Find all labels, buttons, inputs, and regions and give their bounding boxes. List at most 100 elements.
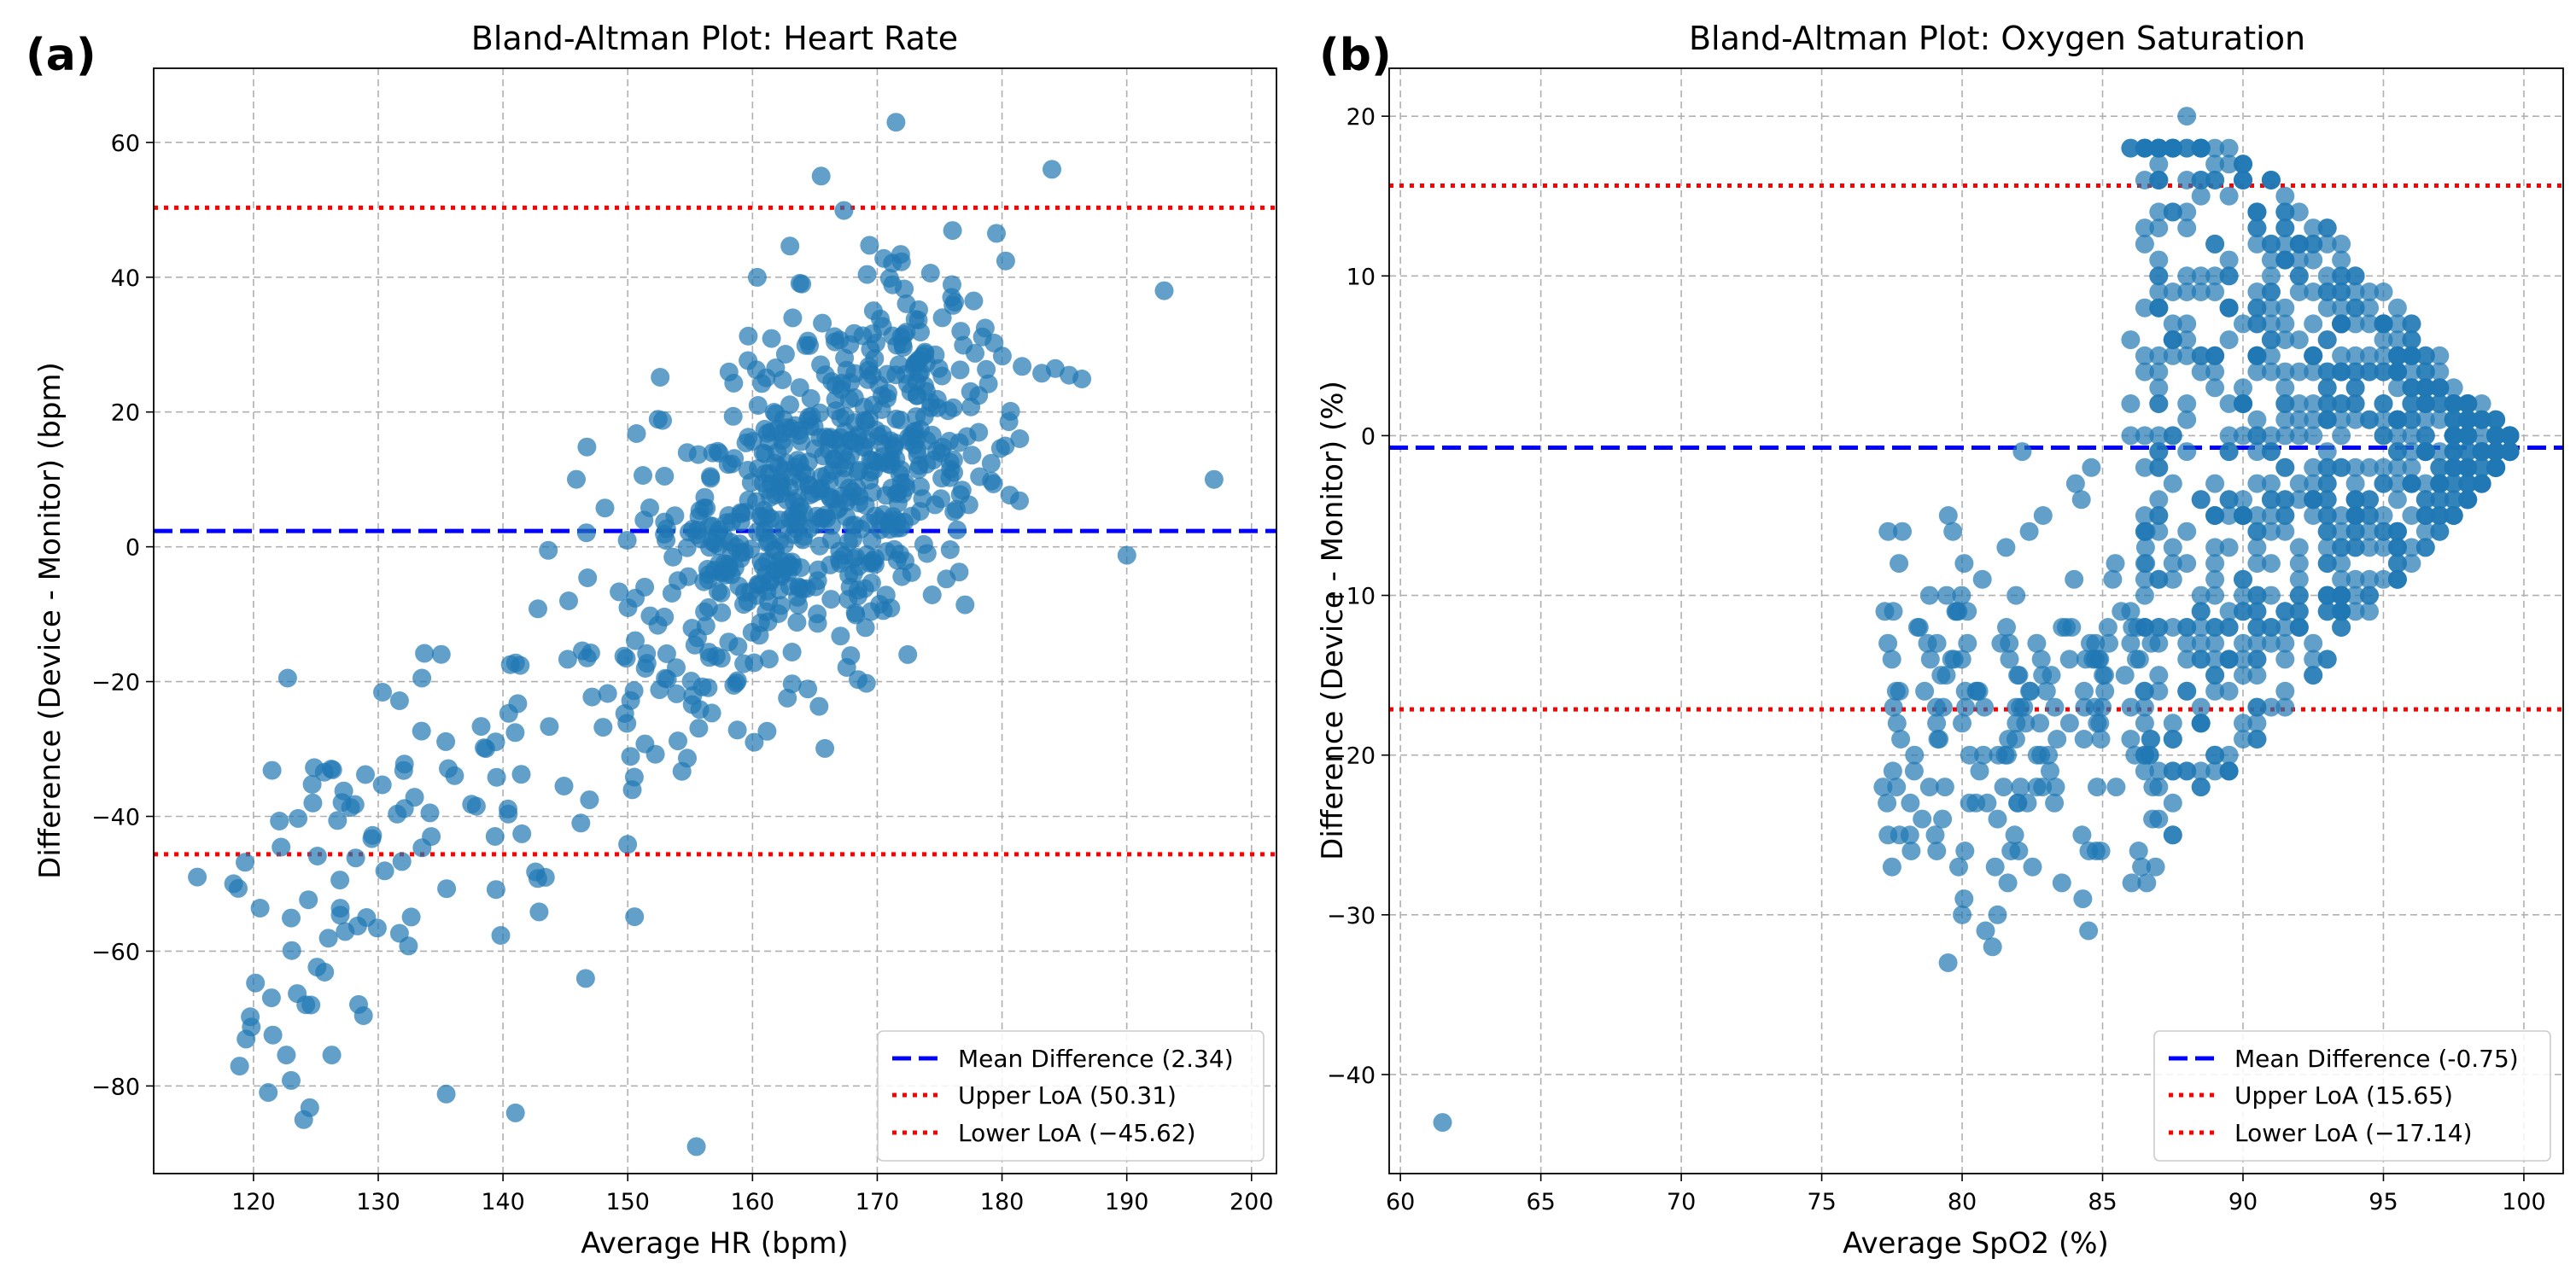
data-point	[2275, 250, 2295, 270]
data-point	[2345, 474, 2365, 493]
data-point	[2261, 330, 2281, 350]
data-point	[2177, 761, 2197, 781]
data-point	[692, 677, 712, 696]
data-point	[2143, 778, 2163, 797]
data-point	[2135, 362, 2154, 382]
data-point	[2177, 330, 2197, 350]
data-point	[277, 1046, 296, 1065]
data-point	[2304, 234, 2323, 253]
data-point	[2275, 521, 2295, 541]
y-tick-label: 0	[1361, 423, 1376, 450]
data-point	[771, 470, 791, 490]
data-point	[878, 388, 897, 408]
data-point	[401, 907, 421, 927]
data-point	[263, 1025, 283, 1045]
data-point	[2135, 426, 2154, 446]
data-point	[2088, 778, 2106, 797]
data-point	[2430, 410, 2450, 429]
data-point	[2317, 283, 2337, 301]
data-point	[1905, 745, 1925, 765]
data-point	[499, 804, 518, 824]
y-axis-label-oxygen-saturation: Difference (Device - Monitor) (%)	[1316, 381, 1350, 860]
data-point	[2332, 602, 2351, 621]
data-point	[2317, 298, 2337, 318]
data-point	[2247, 666, 2267, 685]
data-point	[2219, 761, 2239, 781]
data-point	[2289, 569, 2309, 589]
data-point	[2415, 378, 2435, 398]
data-point	[2289, 410, 2309, 429]
data-point	[2332, 618, 2351, 637]
x-tick-label: 170	[856, 1189, 900, 1215]
data-point	[2247, 426, 2267, 446]
data-point	[746, 360, 766, 380]
data-point	[595, 498, 615, 518]
data-point	[2247, 714, 2267, 733]
data-point	[2374, 394, 2393, 413]
data-point	[2135, 745, 2154, 765]
data-point	[799, 407, 819, 427]
data-point	[626, 631, 645, 650]
data-point	[511, 765, 531, 784]
data-point	[2458, 410, 2478, 429]
data-point	[844, 529, 862, 549]
y-tick-label: −30	[1327, 903, 1376, 929]
data-point	[951, 322, 971, 341]
data-point	[307, 958, 327, 977]
data-point	[282, 1070, 301, 1090]
data-point	[2275, 314, 2295, 334]
data-point	[964, 291, 984, 311]
data-point	[2137, 873, 2157, 893]
data-point	[2149, 266, 2169, 286]
y-tick-label: −40	[1327, 1063, 1376, 1089]
data-point	[2177, 346, 2197, 365]
data-point	[277, 668, 297, 688]
data-point	[809, 560, 828, 580]
data-point	[2317, 474, 2337, 493]
data-point	[2095, 681, 2115, 701]
data-point	[1954, 554, 1974, 574]
data-point	[1901, 842, 1921, 860]
data-point	[2332, 234, 2351, 253]
data-point	[1925, 825, 1945, 845]
data-point	[2387, 538, 2407, 557]
data-point	[2458, 457, 2478, 477]
data-point	[1955, 842, 1975, 860]
plot-frame-heart-rate	[153, 67, 1277, 1174]
data-point	[2163, 569, 2182, 589]
data-point	[282, 908, 301, 928]
data-point	[2289, 250, 2309, 270]
data-point	[2430, 506, 2450, 525]
data-point	[1915, 681, 1935, 701]
data-point	[943, 398, 963, 417]
data-point	[775, 345, 795, 364]
data-point	[2275, 234, 2295, 253]
data-point	[663, 547, 683, 567]
data-point	[2191, 490, 2211, 510]
y-tick-label: 0	[126, 535, 140, 562]
data-point	[2234, 490, 2252, 510]
data-point	[1873, 778, 1893, 797]
data-point	[2247, 602, 2267, 621]
x-tick-label: 160	[731, 1189, 775, 1215]
data-point	[2387, 346, 2407, 365]
data-point	[2103, 569, 2123, 589]
data-point	[289, 808, 308, 828]
data-point	[2247, 586, 2267, 605]
data-point	[2289, 266, 2309, 286]
data-point	[2247, 730, 2267, 749]
data-point	[981, 453, 1001, 473]
data-point	[259, 1083, 278, 1102]
y-tick-label: 20	[1346, 104, 1376, 131]
data-point	[2247, 618, 2267, 637]
x-tick-label: 65	[1526, 1189, 1555, 1215]
data-point	[665, 506, 685, 526]
data-point	[2360, 410, 2379, 429]
data-point	[2163, 714, 2182, 733]
data-point	[2374, 330, 2393, 350]
data-point	[2234, 506, 2252, 525]
data-point	[2163, 283, 2182, 301]
data-point	[635, 659, 655, 678]
x-tick-label: 95	[2369, 1189, 2398, 1215]
data-point	[2011, 778, 2030, 797]
